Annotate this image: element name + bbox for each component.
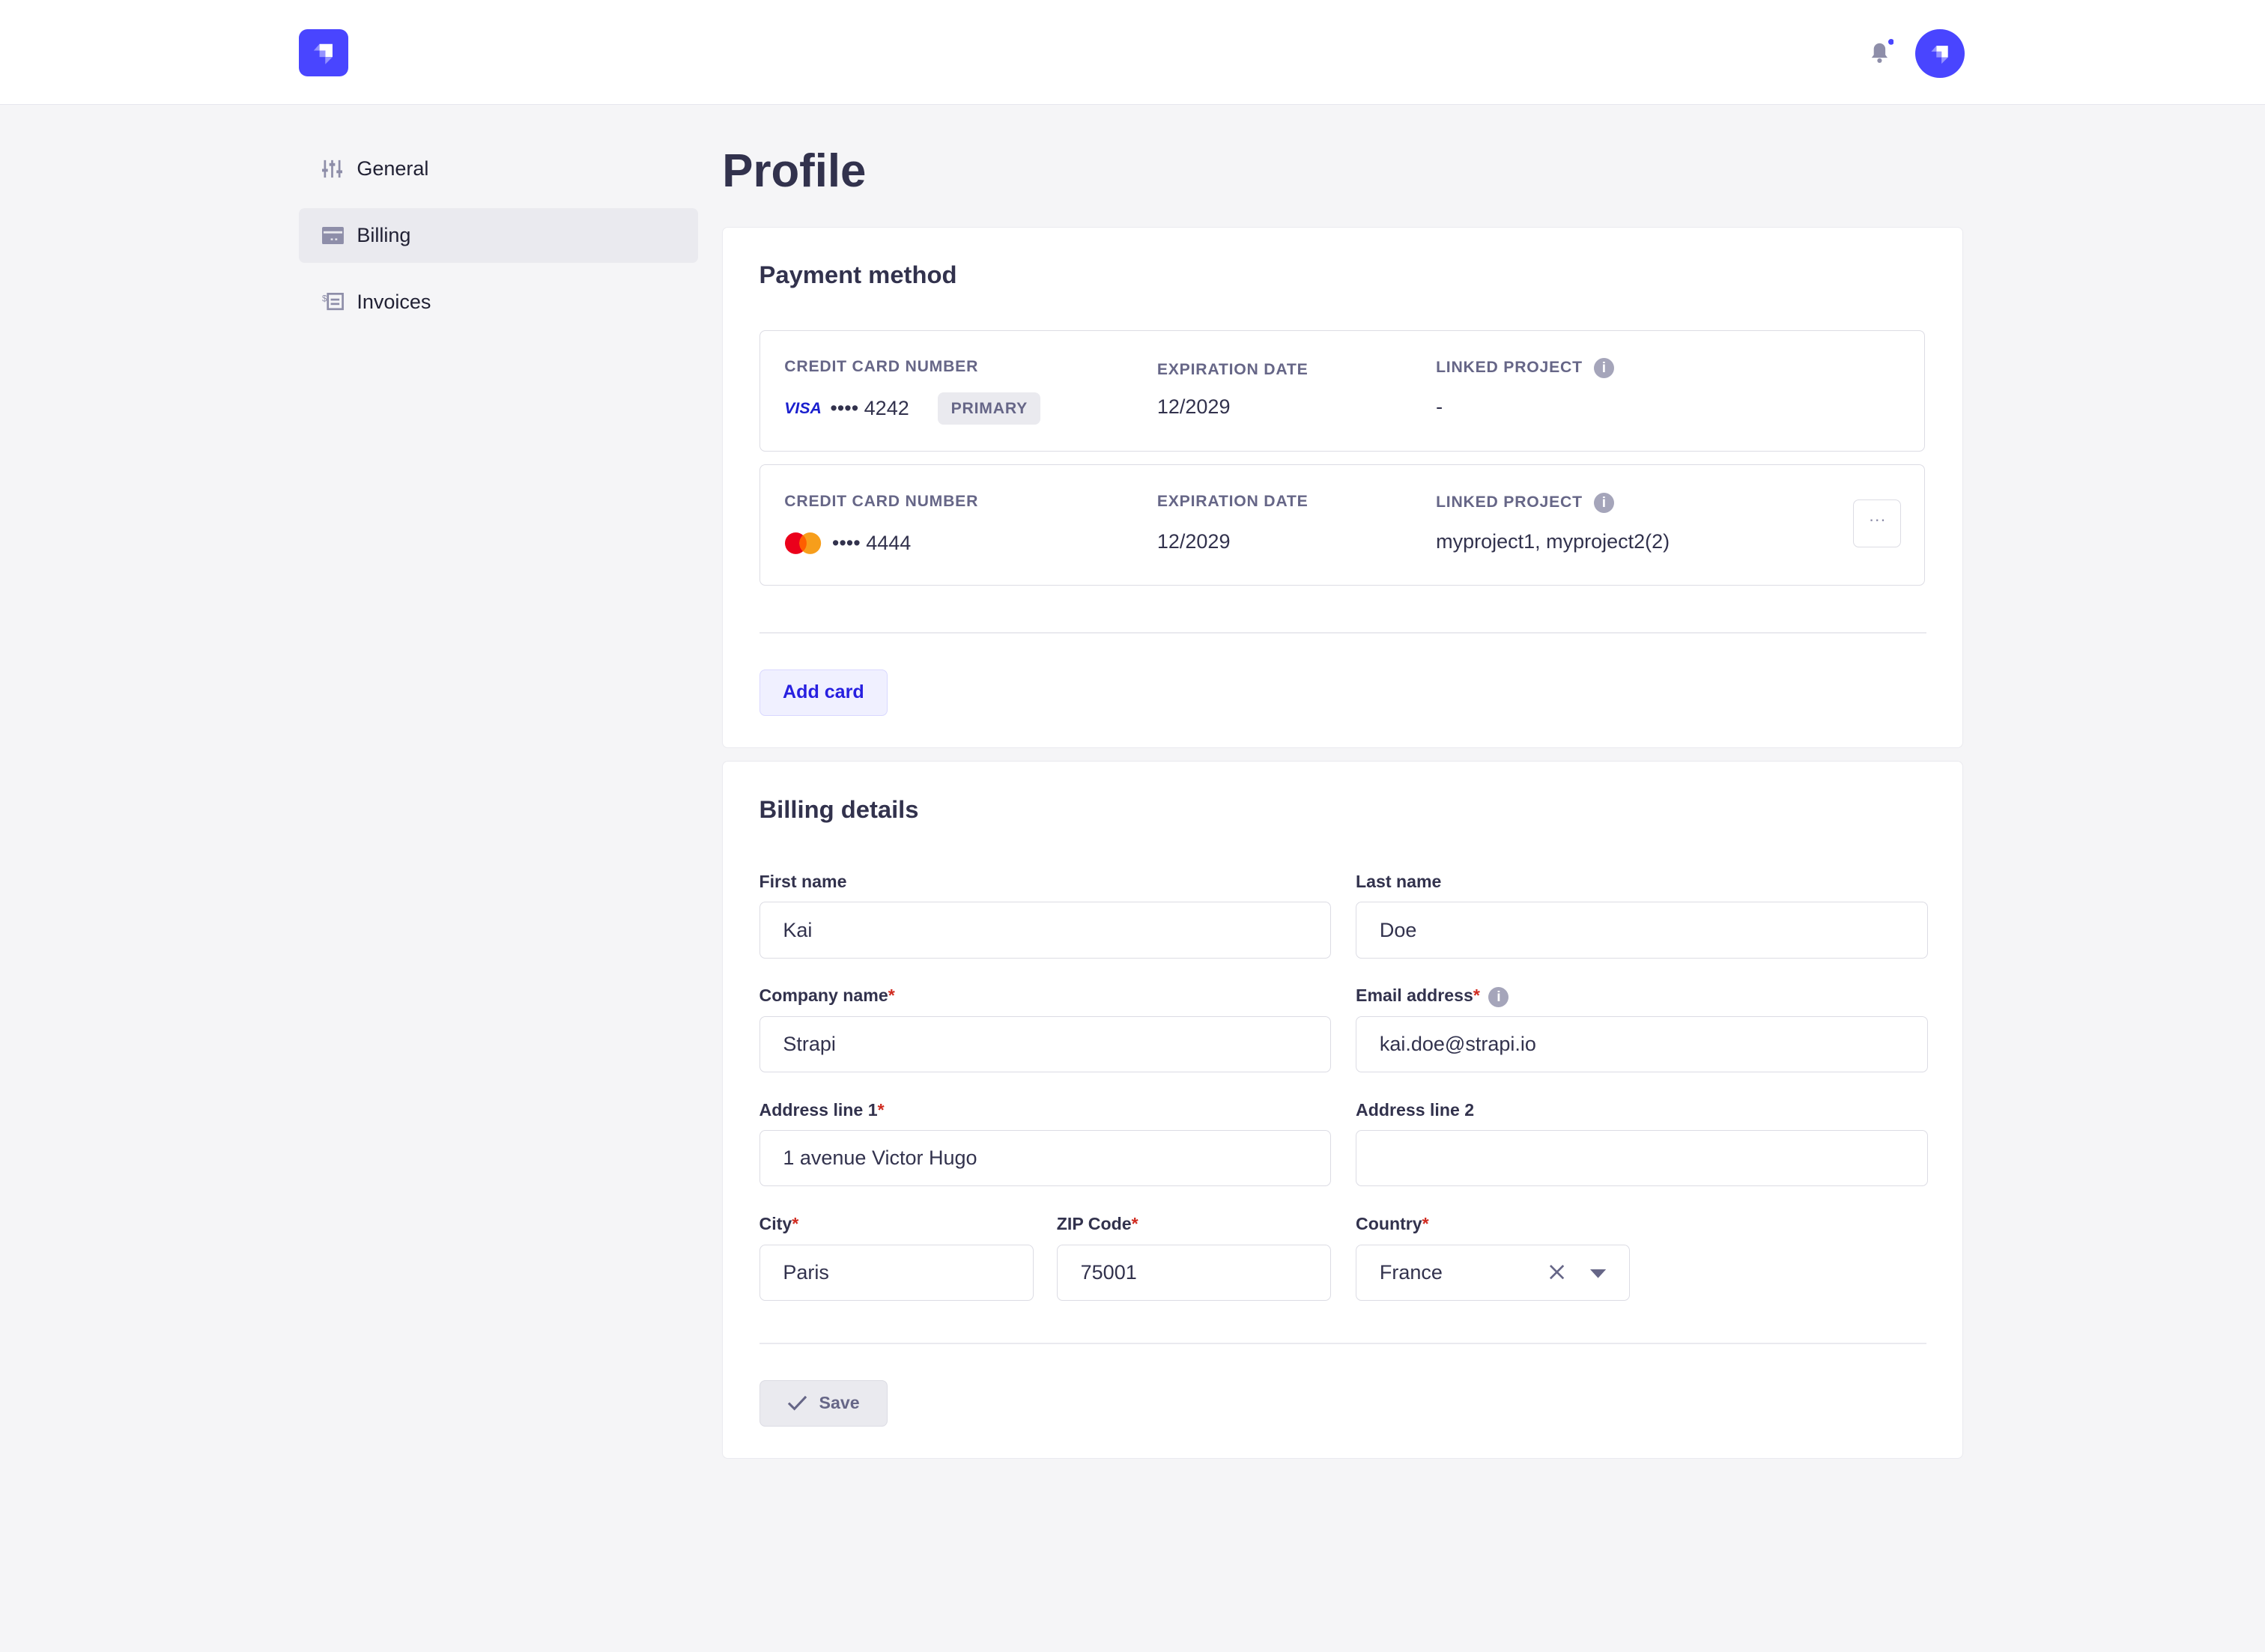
sidebar-item-invoices[interactable]: $ Invoices: [299, 274, 697, 329]
label-text: Company name: [759, 986, 888, 1006]
address2-field: Address line 2: [1356, 1100, 1928, 1187]
linked-project-text: LINKED PROJECT: [1436, 359, 1583, 377]
credit-card-icon: [322, 226, 344, 244]
field-label: ZIP Code*: [1057, 1214, 1331, 1234]
field-label: City*: [759, 1214, 1034, 1234]
user-avatar[interactable]: [1915, 28, 1965, 79]
address1-field: Address line 1* 1 avenue Victor Hugo: [759, 1100, 1332, 1187]
visa-icon: VISA: [784, 399, 822, 417]
linked-project-value: myproject1, myproject2(2): [1436, 529, 1670, 553]
required-mark: *: [877, 1099, 885, 1120]
city-input[interactable]: Paris: [759, 1244, 1034, 1301]
masked-number: •••• 4444: [831, 531, 912, 554]
card-number-label: CREDIT CARD NUMBER: [784, 492, 979, 510]
more-actions-button[interactable]: ···: [1853, 499, 1902, 548]
company-input[interactable]: Strapi: [759, 1015, 1332, 1072]
first-name-input[interactable]: Kai: [759, 902, 1332, 959]
svg-text:$: $: [322, 295, 327, 304]
primary-badge: PRIMARY: [938, 392, 1041, 425]
linked-project-label: LINKED PROJECT i: [1436, 358, 1615, 379]
linked-project-label: LINKED PROJECT i: [1436, 492, 1615, 513]
invoice-icon: $: [322, 293, 344, 311]
required-mark: *: [1473, 986, 1480, 1006]
field-label: Address line 1*: [759, 1100, 1332, 1120]
sidebar-item-billing[interactable]: Billing: [299, 207, 698, 263]
card-row: CREDIT CARD NUMBER VISA •••• 4242 PRIMAR…: [759, 330, 1925, 452]
save-label: Save: [819, 1393, 860, 1413]
city-field: City* Paris: [759, 1214, 1034, 1301]
masked-number: •••• 4242: [830, 397, 909, 420]
country-select[interactable]: France: [1356, 1244, 1631, 1301]
field-label: Address line 2: [1356, 1099, 1475, 1120]
label-text: City: [759, 1214, 792, 1233]
check-icon: [787, 1395, 807, 1411]
company-field: Company name* Strapi: [759, 986, 1332, 1072]
country-field: Country* France: [1356, 1214, 1631, 1301]
field-label: Email address* i: [1356, 986, 1928, 1007]
expiration-label: EXPIRATION DATE: [1156, 492, 1309, 510]
info-icon[interactable]: i: [1488, 986, 1509, 1007]
payment-method-panel: Payment method CREDIT CARD NUMBER VISA •…: [722, 226, 1964, 749]
last-name-input[interactable]: Doe: [1356, 902, 1928, 959]
field-label: Last name: [1356, 871, 1442, 891]
card-number: •••• 4444: [784, 527, 911, 559]
zip-field: ZIP Code* 75001: [1056, 1214, 1332, 1301]
page-title: Profile: [722, 145, 867, 197]
notifications-bell-icon[interactable]: [1868, 39, 1894, 71]
address2-input[interactable]: [1356, 1130, 1928, 1187]
chevron-down-icon[interactable]: [1590, 1269, 1607, 1278]
country-value: France: [1379, 1260, 1443, 1284]
info-icon[interactable]: i: [1594, 358, 1615, 379]
expiration-value: 12/2029: [1156, 529, 1231, 553]
sidebar-item-general[interactable]: General: [299, 142, 697, 196]
label-text: ZIP Code: [1056, 1214, 1132, 1233]
sidebar-nav: General Billing $ Invoices: [299, 142, 698, 341]
required-mark: *: [792, 1214, 799, 1233]
expiration-value: 12/2029: [1156, 395, 1231, 419]
address1-input[interactable]: 1 avenue Victor Hugo: [759, 1130, 1332, 1187]
required-mark: *: [1422, 1214, 1429, 1233]
divider: [759, 1342, 1926, 1344]
section-title: Payment method: [759, 261, 957, 289]
billing-details-panel: Billing details First name Kai Last name…: [722, 761, 1964, 1459]
add-card-button[interactable]: Add card: [759, 669, 888, 716]
field-label: Country*: [1356, 1214, 1630, 1234]
sidebar-item-label: Invoices: [357, 290, 431, 313]
card-row: CREDIT CARD NUMBER •••• 4444 EXPIRATION …: [759, 464, 1925, 586]
divider: [759, 631, 1926, 634]
field-label: Company name*: [759, 986, 1332, 1006]
expiration-label: EXPIRATION DATE: [1156, 361, 1309, 379]
label-text: Address line 1: [759, 1099, 878, 1120]
info-icon[interactable]: i: [1594, 492, 1615, 513]
clear-icon[interactable]: [1549, 1264, 1565, 1280]
field-label: First name: [759, 871, 847, 891]
zip-input[interactable]: 75001: [1056, 1244, 1332, 1301]
card-number-label: CREDIT CARD NUMBER: [784, 358, 979, 376]
label-text: Email address: [1356, 986, 1473, 1006]
required-mark: *: [1131, 1214, 1138, 1233]
linked-project-text: LINKED PROJECT: [1436, 493, 1583, 511]
linked-project-value: -: [1436, 395, 1443, 419]
top-bar: [0, 0, 2265, 105]
last-name-field: Last name Doe: [1356, 872, 1928, 959]
required-mark: *: [888, 986, 895, 1006]
section-title: Billing details: [759, 795, 919, 823]
email-input[interactable]: kai.doe@strapi.io: [1356, 1015, 1928, 1072]
first-name-field: First name Kai: [759, 872, 1332, 959]
sidebar-item-label: General: [357, 157, 429, 180]
label-text: Country: [1356, 1214, 1422, 1233]
email-field: Email address* i kai.doe@strapi.io: [1356, 986, 1928, 1072]
sliders-icon: [322, 160, 343, 178]
sidebar-item-label: Billing: [357, 223, 411, 246]
strapi-logo[interactable]: [299, 28, 348, 77]
mastercard-icon: [785, 532, 822, 554]
save-button[interactable]: Save: [759, 1379, 888, 1427]
card-number: VISA •••• 4242 PRIMARY: [784, 390, 1041, 428]
